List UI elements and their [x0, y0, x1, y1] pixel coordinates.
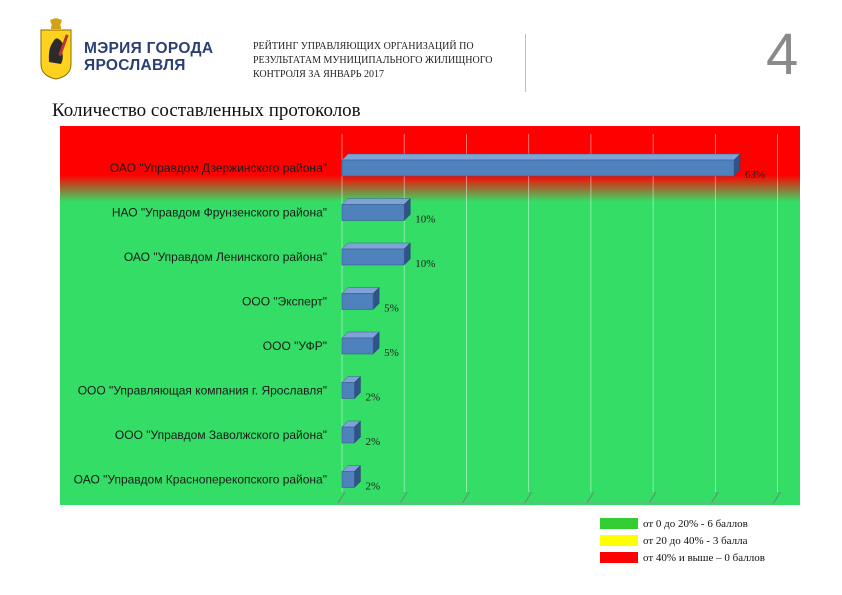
bar-top-face	[341, 331, 380, 339]
bar	[341, 248, 405, 266]
legend-swatch-green	[600, 518, 638, 529]
bar-top-face	[341, 287, 380, 294]
slide-number: 4	[766, 22, 799, 87]
data-label: 2%	[365, 436, 380, 448]
category-label: ОАО "Управдом Ленинского района"	[124, 250, 327, 264]
report-title: РЕЙТИНГ УПРАВЛЯЮЩИХ ОРГАНИЗАЦИЙ ПО РЕЗУЛ…	[253, 41, 493, 80]
legend-swatch-yellow	[600, 535, 638, 546]
legend-item: от 20 до 40% - 3 балла	[600, 532, 765, 549]
chart-title: Количество составленных протоколов	[52, 100, 361, 121]
axis-tick	[337, 491, 346, 504]
axis-tick	[648, 491, 657, 504]
chart-legend: от 0 до 20% - 6 баллов от 20 до 40% - 3 …	[600, 515, 765, 566]
bar	[341, 159, 735, 177]
data-label: 5%	[384, 347, 399, 359]
bar	[341, 204, 405, 221]
data-label: 10%	[415, 258, 435, 270]
legend-label: от 0 до 20% - 6 баллов	[643, 517, 748, 530]
bar-top-face	[341, 242, 411, 250]
category-label: ООО "Управдом Заволжского района"	[115, 428, 327, 442]
bar-top-face	[341, 198, 411, 205]
legend-label: от 40% и выше – 0 баллов	[643, 551, 765, 564]
data-label: 63%	[745, 169, 765, 181]
axis-tick	[462, 491, 470, 504]
bar	[341, 337, 374, 355]
bar-top-face	[341, 153, 741, 161]
axis-tick	[710, 491, 719, 504]
legend-label: от 20 до 40% - 3 балла	[643, 534, 748, 547]
category-label: ООО "Управляющая компания г. Ярославля"	[78, 384, 327, 398]
data-label: 2%	[365, 392, 380, 404]
category-label: НАО "Управдом Фрунзенского района"	[112, 206, 327, 220]
category-label: ОАО "Управдом Дзержинского района"	[110, 161, 327, 175]
data-label: 10%	[415, 214, 435, 226]
coat-of-arms-logo	[40, 18, 72, 80]
bar	[341, 426, 355, 444]
axis-tick	[586, 491, 595, 504]
category-label: ООО "Эксперт"	[242, 295, 327, 309]
legend-swatch-red	[600, 552, 638, 563]
data-label: 5%	[384, 303, 399, 315]
logo-line-1: МЭРИЯ ГОРОДА	[84, 40, 214, 57]
bar	[341, 471, 355, 488]
axis-tick	[399, 491, 408, 504]
logo-line-2: ЯРОСЛАВЛЯ	[84, 57, 186, 74]
header-divider	[525, 34, 526, 92]
bar	[341, 293, 374, 310]
data-label: 2%	[365, 481, 380, 493]
bar	[341, 382, 355, 399]
axis-tick	[773, 491, 781, 504]
category-label: ООО "УФР"	[263, 339, 327, 353]
legend-item: от 0 до 20% - 6 баллов	[600, 515, 765, 532]
logo-text: МЭРИЯ ГОРОДА ЯРОСЛАВЛЯ	[84, 40, 213, 74]
legend-item: от 40% и выше – 0 баллов	[600, 549, 765, 566]
axis-tick	[524, 491, 533, 504]
chart-background-zones	[60, 126, 800, 505]
category-label: ОАО "Управдом Красноперекопского района"	[74, 473, 327, 487]
